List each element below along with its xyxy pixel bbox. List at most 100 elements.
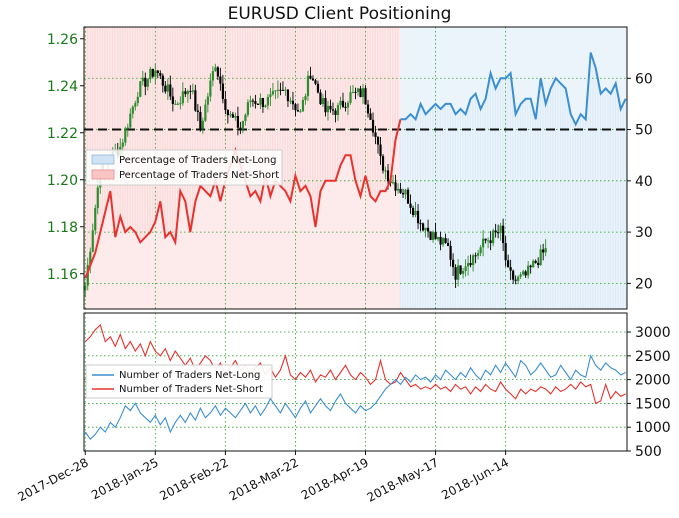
net-long-bar	[442, 106, 444, 310]
net-long-bar	[427, 111, 429, 309]
candle-body	[349, 92, 352, 103]
net-long-count-line	[84, 354, 626, 440]
candle-body	[434, 232, 437, 240]
net-short-bar	[304, 27, 306, 186]
net-long-bar	[559, 83, 562, 310]
net-short-bar	[141, 27, 144, 240]
count-tick-label: 1500	[635, 396, 671, 412]
candle-body	[126, 127, 129, 129]
x-tick-label: 2018-Feb-22	[157, 455, 230, 503]
candle-body	[361, 88, 365, 98]
candle-body	[421, 223, 425, 231]
lower-legend-box	[85, 364, 273, 399]
net-short-bar	[274, 27, 276, 181]
candle-body	[517, 276, 520, 281]
candle-body	[346, 102, 350, 108]
candle-body	[532, 260, 535, 268]
candle-body	[244, 114, 247, 122]
candle-body	[209, 80, 212, 97]
candle-body	[331, 109, 335, 111]
candle-body	[399, 188, 402, 193]
candle-body	[196, 110, 199, 113]
net-long-bar	[584, 119, 587, 309]
net-long-bar	[614, 83, 617, 310]
candle-body	[184, 91, 187, 95]
candle-body	[216, 67, 219, 77]
candle-body	[446, 242, 450, 246]
candle-body	[391, 182, 395, 184]
net-short-bar	[337, 27, 339, 174]
net-long-bar	[607, 91, 609, 309]
net-short-bar	[136, 27, 139, 238]
net-short-bar	[339, 27, 341, 166]
net-long-bar	[509, 73, 512, 310]
candle-body	[477, 253, 480, 256]
net-short-bar	[166, 27, 169, 235]
candle-body	[199, 112, 202, 129]
right-tick-label: 20	[635, 276, 653, 292]
candle-body	[261, 97, 265, 107]
candle-body	[354, 91, 357, 93]
net-short-bar	[216, 27, 219, 192]
net-short-bar	[219, 27, 221, 202]
candle-body	[502, 225, 505, 244]
net-short-bar	[236, 27, 239, 158]
candle-body	[229, 114, 232, 116]
net-long-bar	[532, 109, 534, 309]
net-long-bar	[592, 60, 594, 310]
net-short-bar	[214, 27, 216, 181]
net-long-bar	[402, 119, 404, 309]
net-long-bar	[534, 119, 537, 309]
net-long-bar	[489, 73, 492, 310]
net-short-bar	[111, 27, 114, 215]
net-short-bar	[96, 27, 99, 243]
candle-body	[284, 89, 287, 91]
net-long-bar	[454, 114, 456, 309]
net-short-bar	[384, 27, 386, 192]
candle-body	[254, 101, 257, 104]
candle-body	[492, 230, 495, 244]
net-short-bar	[377, 27, 379, 197]
x-axis-tick-labels: 2017-Dec-282018-Jan-252018-Feb-222018-Ma…	[15, 451, 511, 505]
candle-body	[487, 240, 490, 242]
net-long-bar	[499, 78, 502, 309]
net-short-bar	[362, 27, 364, 186]
net-long-bar	[597, 80, 599, 309]
net-short-count-line	[84, 323, 626, 405]
net-short-bar	[106, 27, 109, 202]
candle-body	[174, 103, 177, 105]
candle-body	[376, 136, 380, 145]
candle-body	[534, 260, 537, 263]
net-short-bar	[114, 27, 116, 238]
net-long-bar	[572, 119, 574, 309]
net-long-bar	[504, 78, 507, 309]
candle-body	[164, 85, 167, 92]
candle-body	[276, 89, 280, 91]
net-short-bar	[101, 27, 104, 222]
candle-body	[451, 259, 455, 268]
net-short-bar	[184, 27, 186, 202]
candle-body	[386, 170, 390, 182]
candle-body	[189, 90, 192, 92]
net-short-bar	[91, 27, 94, 260]
candle-body	[191, 90, 194, 92]
net-short-bar	[374, 27, 376, 202]
candle-body	[527, 265, 530, 276]
candle-body	[439, 237, 442, 245]
candle-body	[461, 271, 465, 274]
upper-legend: Percentage of Traders Net-Long Percentag…	[85, 149, 283, 186]
net-short-bar	[116, 27, 119, 227]
candle-body	[314, 80, 317, 84]
candle-body	[176, 103, 179, 105]
candle-body	[459, 265, 462, 274]
net-long-bar	[602, 91, 604, 309]
net-long-bar	[502, 78, 504, 309]
net-short-bar	[191, 27, 194, 217]
count-tick-label: 1000	[635, 420, 671, 436]
right-tick-label: 60	[635, 71, 653, 87]
lower-panel-axes: 500 1000 1500 2000 2500 3000	[83, 312, 671, 460]
net-short-bar	[176, 27, 179, 217]
candle-body	[296, 110, 300, 112]
net-short-bar	[317, 27, 319, 210]
